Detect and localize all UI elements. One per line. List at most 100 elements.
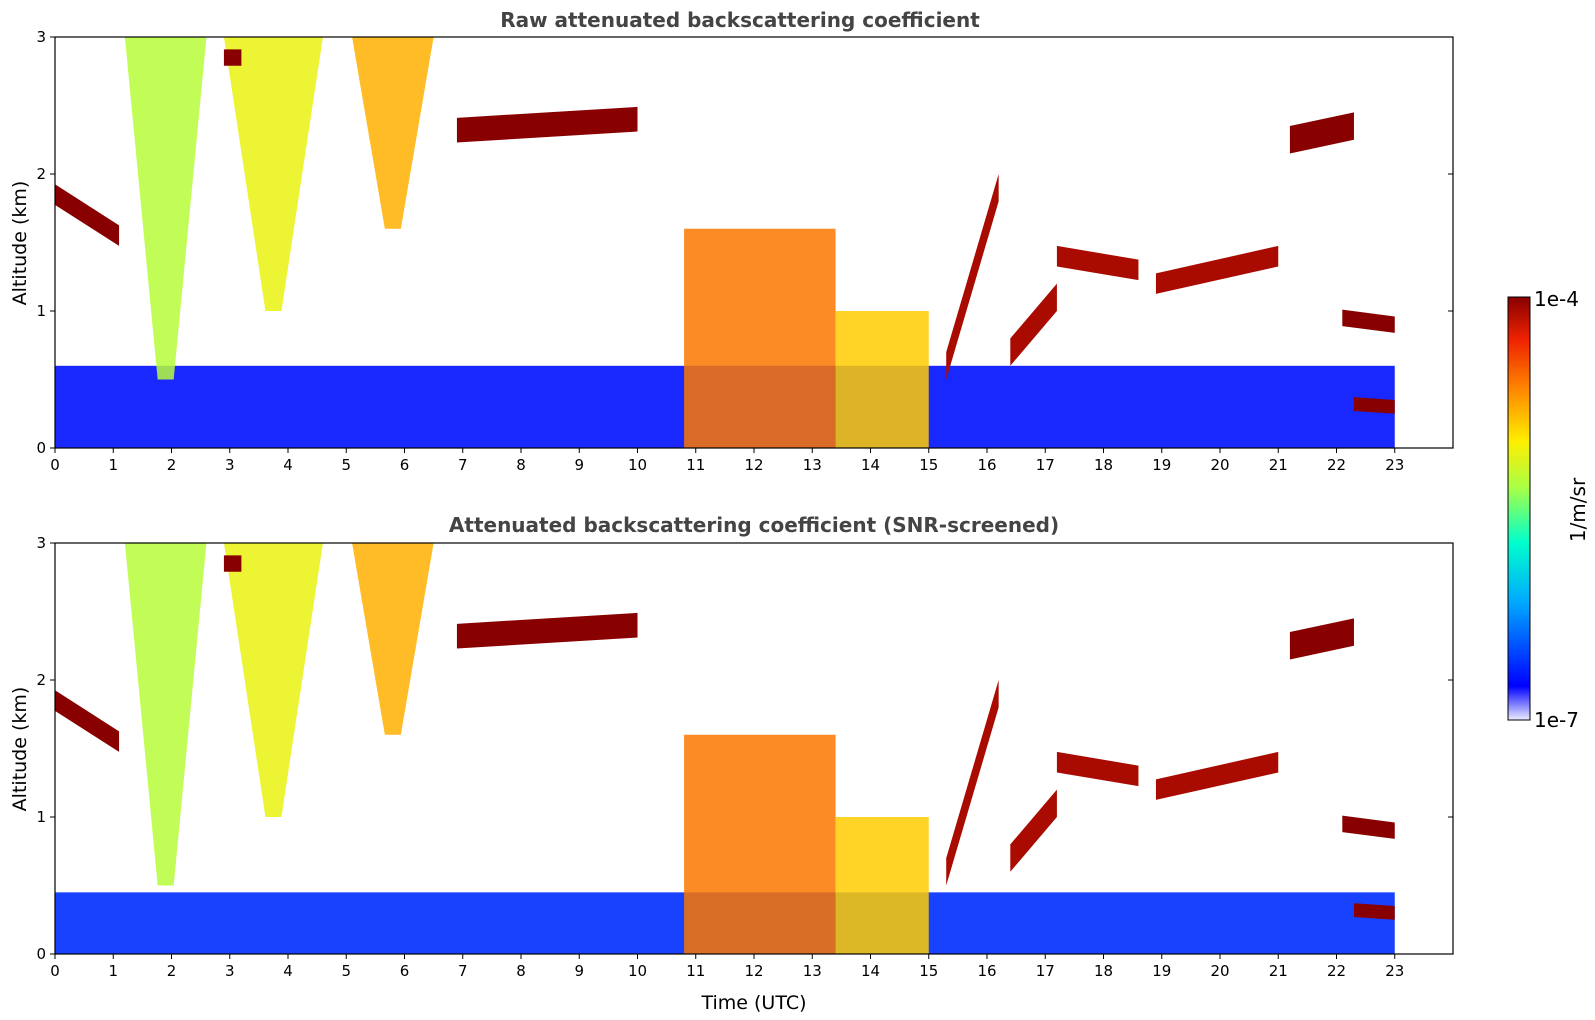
x-tick-label: 7 [458,456,468,474]
heatmap-feature [1342,309,1395,333]
panel-title: Attenuated backscattering coefficient (S… [449,513,1059,537]
x-tick-label: 23 [1385,962,1404,980]
x-tick-label: 4 [283,456,293,474]
heatmap-feature [223,49,242,66]
x-tick-label: 9 [574,456,584,474]
y-axis: 0 1 2 3 [36,28,1453,457]
y-tick-label: 1 [36,808,46,826]
heatmap-feature [946,680,999,886]
heatmap-feature [352,37,434,229]
heatmap-feature [124,37,207,380]
heatmap-area [55,37,1395,448]
heatmap-feature [456,106,638,143]
x-tick-label: 21 [1269,962,1288,980]
x-tick-label: 19 [1152,962,1171,980]
panel-raw: Raw attenuated backscattering coefficien… [9,8,1454,474]
y-tick-label: 2 [36,165,46,183]
x-tick-label: 16 [977,456,996,474]
x-tick-label: 11 [686,962,705,980]
x-tick-label: 8 [516,962,526,980]
colorbar: 1e-4 1e-7 1/m/sr [1507,287,1590,732]
x-axis-label: Time (UTC) [700,992,806,1014]
x-tick-label: 14 [861,962,880,980]
heatmap-feature [684,228,836,448]
colorbar-unit-label: 1/m/sr [1566,477,1590,542]
heatmap-feature [1010,283,1057,366]
x-tick-label: 8 [516,456,526,474]
heatmap-feature [1289,618,1354,660]
x-tick-label: 0 [50,456,60,474]
heatmap-feature [835,311,929,448]
heatmap-feature [1353,397,1395,414]
x-tick-label: 19 [1152,456,1171,474]
x-tick-label: 3 [225,456,235,474]
x-tick-label: 5 [341,962,351,980]
x-tick-label: 2 [167,962,177,980]
x-tick-label: 14 [861,456,880,474]
heatmap-feature [223,555,242,572]
x-tick-label: 11 [686,456,705,474]
heatmap-feature [1289,112,1354,154]
heatmap-feature [223,37,323,311]
x-tick-label: 23 [1385,456,1404,474]
x-tick-label: 12 [744,962,763,980]
x-tick-label: 4 [283,962,293,980]
heatmap-feature [1056,245,1139,281]
x-tick-label: 18 [1094,456,1113,474]
x-tick-label: 18 [1094,962,1113,980]
y-tick-label: 1 [36,302,46,320]
x-tick-label: 5 [341,456,351,474]
x-tick-label: 1 [108,456,118,474]
y-tick-label: 3 [36,28,46,46]
colorbar-max-label: 1e-4 [1534,287,1579,311]
x-tick-label: 22 [1327,456,1346,474]
x-tick-label: 6 [400,962,410,980]
x-tick-label: 22 [1327,962,1346,980]
heatmap-feature [352,543,434,735]
heatmap-feature [55,690,120,752]
panel-title: Raw attenuated backscattering coefficien… [500,8,980,32]
x-tick-label: 1 [108,962,118,980]
x-axis: 0 1 2 3 4 5 6 7 8 9 10 11 12 13 14 15 16 17 18 19 20 21 22 23 [50,448,1404,474]
y-tick-label: 0 [36,945,46,963]
heatmap-feature [835,817,929,954]
x-tick-label: 7 [458,962,468,980]
heatmap-feature [1010,789,1057,872]
colorbar-min-label: 1e-7 [1534,708,1579,732]
colorbar-gradient [1507,296,1531,721]
y-axis-label: Altitude (km) [9,687,31,812]
x-tick-label: 20 [1210,456,1229,474]
x-tick-label: 10 [628,456,647,474]
x-tick-label: 21 [1269,456,1288,474]
y-tick-label: 0 [36,439,46,457]
heatmap-feature [684,734,836,954]
x-axis: 0 1 2 3 4 5 6 7 8 9 10 11 12 13 14 15 16 17 18 19 20 21 22 23 [50,954,1404,980]
panel-screened: Attenuated backscattering coefficient (S… [9,513,1454,1014]
heatmap-feature [1155,245,1279,294]
y-axis: 0 1 2 3 [36,534,1453,963]
y-tick-label: 2 [36,671,46,689]
heatmap-feature [1353,903,1395,920]
x-tick-label: 6 [400,456,410,474]
x-tick-label: 13 [803,456,822,474]
x-tick-label: 0 [50,962,60,980]
heatmap-feature [223,543,323,817]
y-axis-label: Altitude (km) [9,181,31,306]
y-tick-label: 3 [36,534,46,552]
heatmap-area [55,543,1395,954]
x-tick-label: 10 [628,962,647,980]
heatmap-feature [55,184,120,246]
x-tick-label: 12 [744,456,763,474]
heatmap-feature [456,612,638,649]
heatmap-feature [1155,751,1279,800]
x-tick-label: 13 [803,962,822,980]
heatmap-feature [1342,815,1395,839]
x-tick-label: 15 [919,456,938,474]
heatmap-feature [946,174,999,380]
x-tick-label: 16 [977,962,996,980]
x-tick-label: 3 [225,962,235,980]
x-tick-label: 2 [167,456,177,474]
heatmap-feature [1056,751,1139,787]
heatmap-feature [124,543,207,886]
